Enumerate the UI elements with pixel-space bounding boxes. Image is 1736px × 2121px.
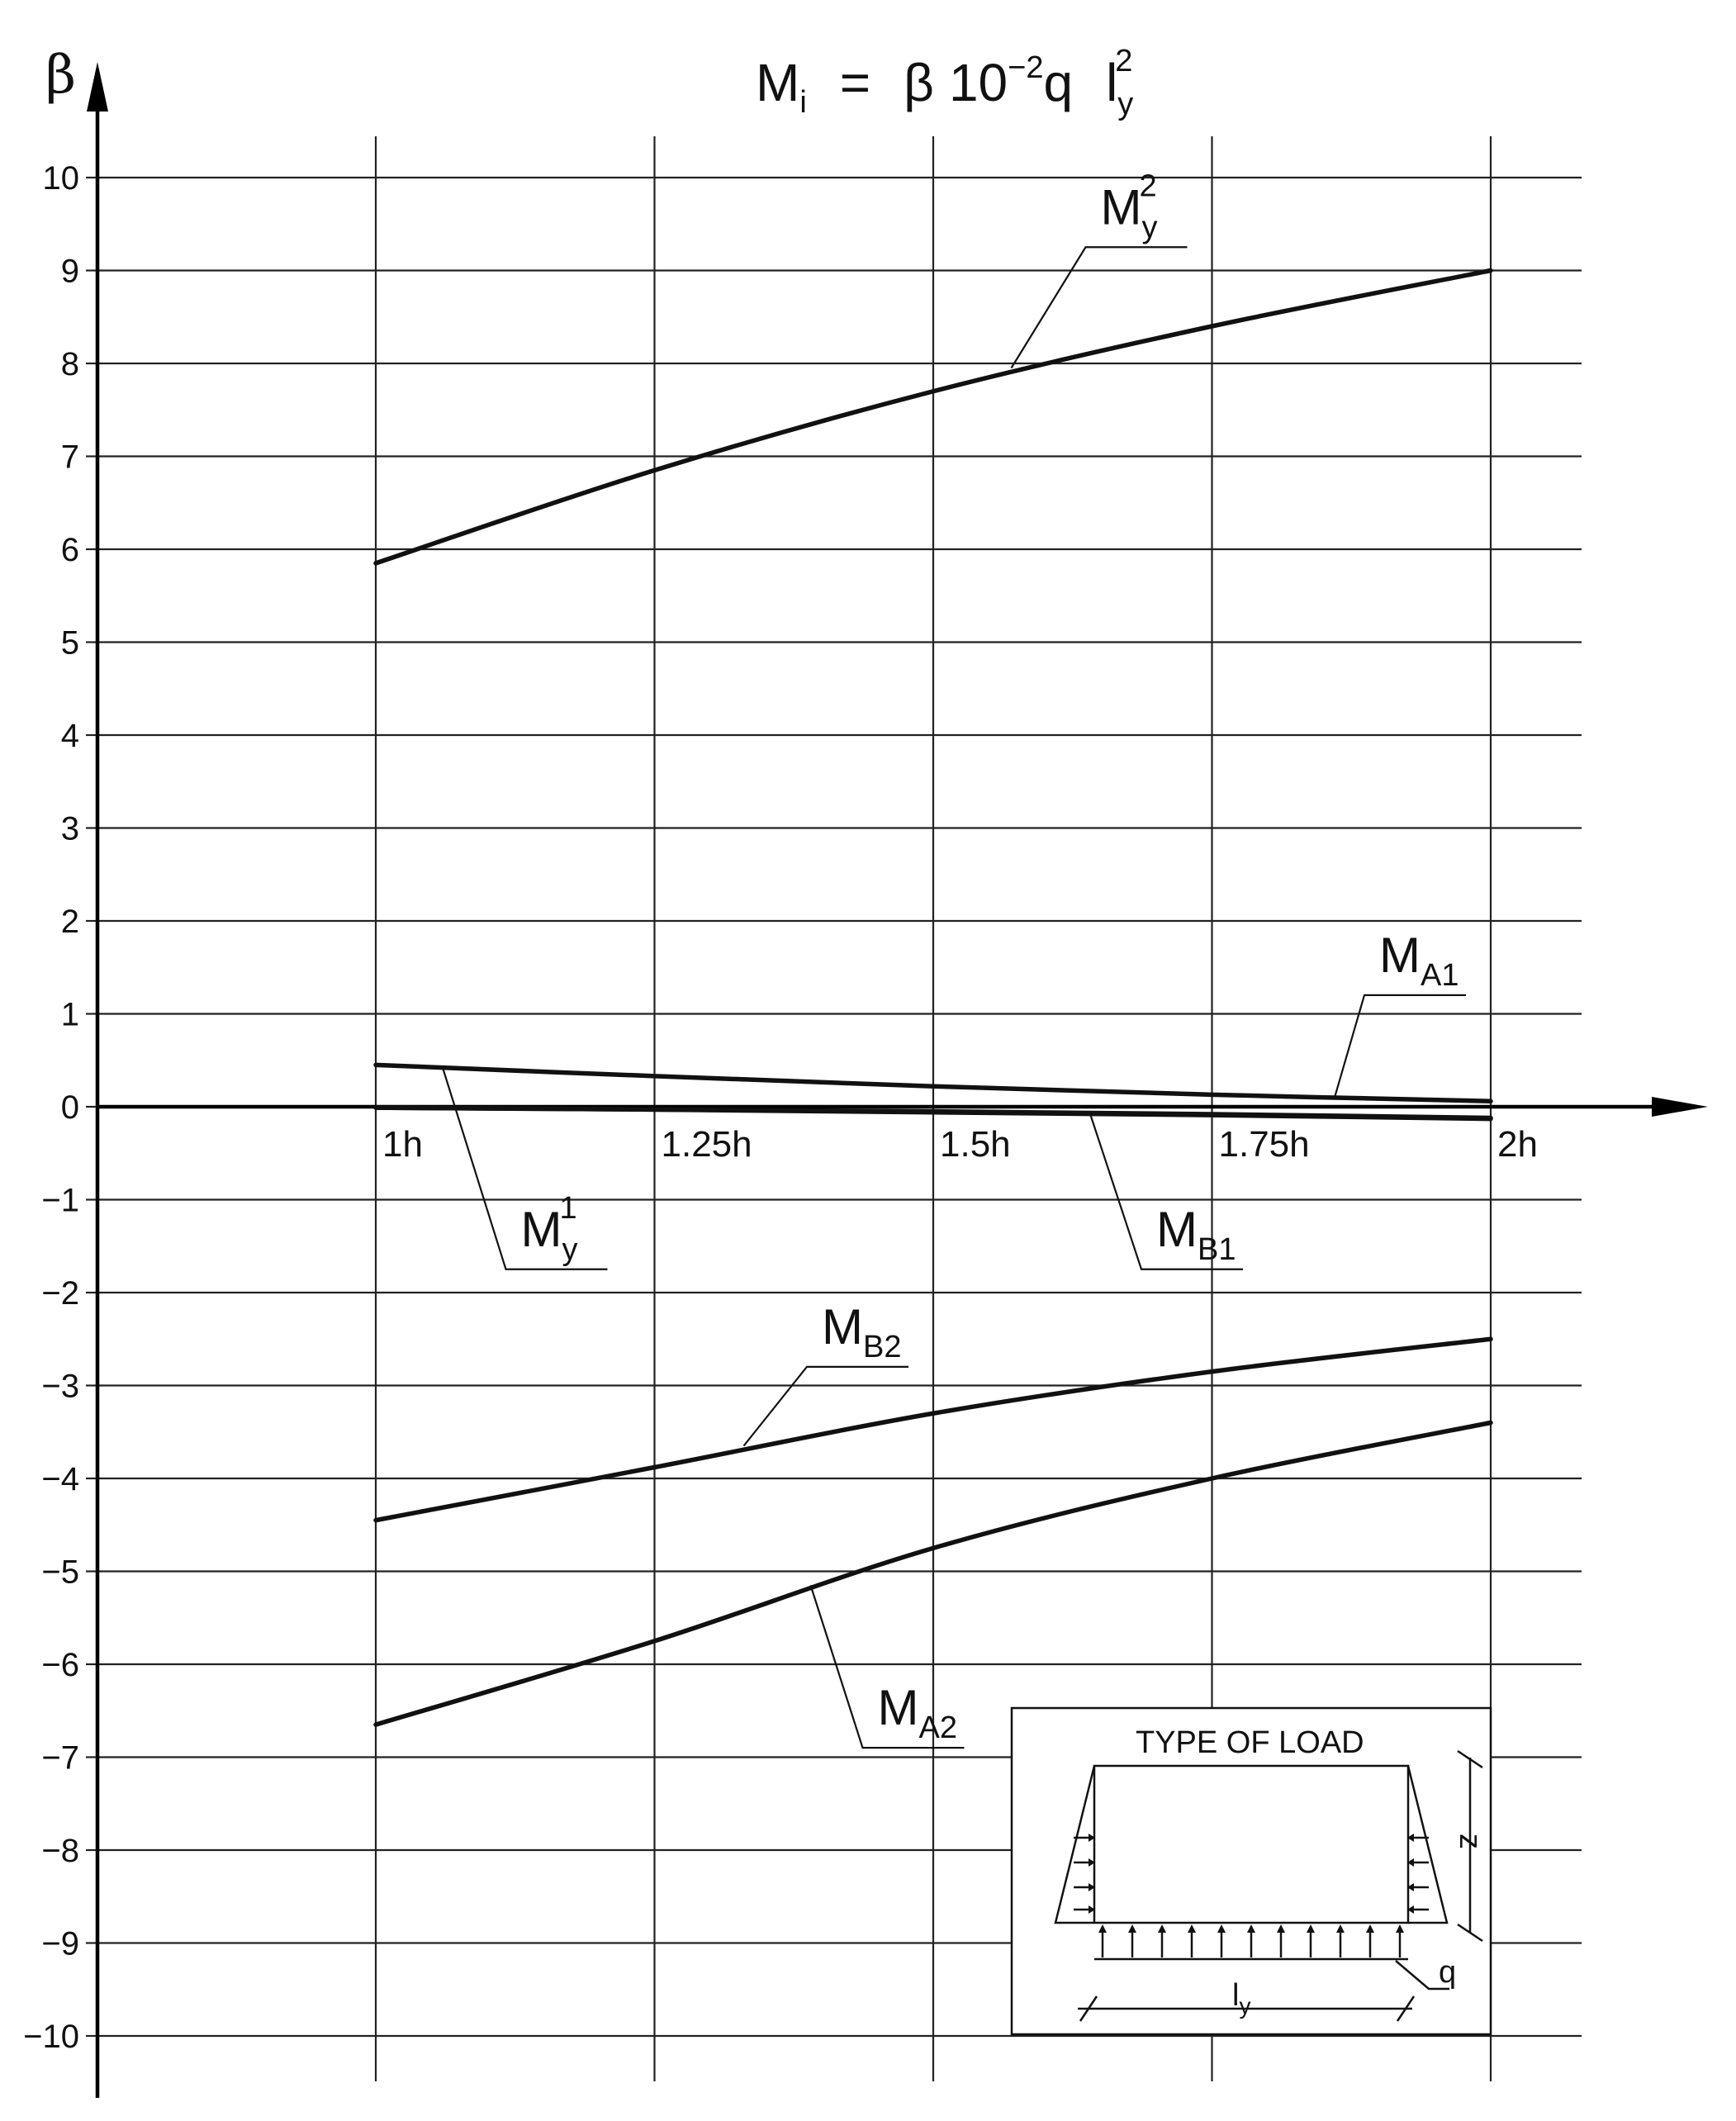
series-line-MA1 — [373, 1062, 1493, 1103]
inset-up-arrowhead-9 — [1366, 1924, 1374, 1933]
series-curves — [373, 268, 1493, 1727]
inset-right-arrowhead-0 — [1407, 1834, 1414, 1842]
y-tick-label-0: 10 — [43, 160, 80, 197]
inset-q-leader — [1395, 1960, 1449, 1991]
inset-height-tick-bottom — [1457, 1923, 1483, 1943]
title-exp: −2 — [1008, 50, 1043, 85]
inset-left-pressure — [1054, 1765, 1096, 1924]
y-tick-label-19: −9 — [41, 1926, 79, 1962]
y-tick-label-15: −5 — [41, 1554, 79, 1591]
y-tick-label-2: 8 — [61, 346, 79, 382]
inset-up-arrowhead-1 — [1128, 1924, 1136, 1933]
inset-height-label: z — [1453, 1834, 1487, 1849]
y-tick-label-12: −2 — [41, 1275, 79, 1312]
title-m: M — [756, 53, 799, 112]
grid-horizontal — [86, 176, 1582, 2038]
x-tick-label-0: 1h — [382, 1124, 423, 1165]
series-label-My2: My2 — [1101, 168, 1158, 244]
y-tick-label-3: 7 — [61, 439, 79, 476]
inset-up-arrowhead-8 — [1336, 1924, 1345, 1933]
y-tick-label-9: 1 — [61, 997, 79, 1033]
inset-right-arrowhead-1 — [1407, 1858, 1414, 1867]
leader-MB2 — [742, 1365, 908, 1447]
inset-span-label: ly — [1232, 1978, 1250, 2019]
leader-My2 — [1010, 246, 1188, 369]
inset-left-arrowhead-0 — [1089, 1834, 1095, 1842]
inset-left-arrowhead-1 — [1089, 1858, 1095, 1867]
y-axis-label: β — [45, 45, 76, 106]
chart-title: Mi = β 10−2q ly 2 — [756, 44, 1133, 121]
y-tick-label-4: 6 — [61, 532, 79, 568]
title-m-sub: i — [799, 85, 806, 120]
title-beta: β — [904, 53, 934, 112]
series-label-MA2: MA2 — [878, 1680, 957, 1745]
leader-My1 — [441, 1067, 608, 1270]
inset-up-arrowhead-4 — [1217, 1924, 1226, 1933]
inset-up-arrowhead-5 — [1247, 1924, 1255, 1933]
inset-span-tick-left — [1079, 1995, 1098, 2022]
x-tick-label-3: 1.75h — [1219, 1124, 1310, 1165]
inset-left-arrowhead-3 — [1089, 1905, 1095, 1914]
inset-up-arrowhead-2 — [1158, 1924, 1166, 1933]
leader-MB1 — [1088, 1111, 1243, 1270]
series-label-My1: My1 — [521, 1191, 578, 1267]
series-line-MB1 — [373, 1105, 1493, 1121]
inset-q-label: q — [1439, 1955, 1456, 1990]
y-tick-label-14: −4 — [41, 1461, 79, 1497]
y-tick-label-20: −10 — [23, 2019, 79, 2055]
y-tick-label-7: 3 — [61, 811, 79, 847]
leader-MA1 — [1333, 994, 1466, 1098]
y-tick-label-1: 9 — [61, 254, 79, 290]
y-tick-label-11: −1 — [41, 1183, 79, 1219]
series-labels: My2 MA1 My1 MB1 MB2 MA2 — [441, 168, 1466, 1749]
series-label-MA1: MA1 — [1379, 928, 1459, 993]
y-axis-arrow — [87, 62, 108, 112]
inset-wall — [1093, 1764, 1410, 1924]
inset-right-arrowhead-3 — [1407, 1905, 1414, 1914]
series-label-MB1: MB1 — [1156, 1202, 1236, 1267]
series-line-My2 — [373, 268, 1493, 566]
inset-load-arrows — [1074, 1834, 1429, 1957]
y-tick-label-6: 4 — [61, 718, 79, 754]
inset-right-pressure — [1406, 1765, 1449, 1924]
y-tick-label-8: 2 — [61, 904, 79, 940]
inset-up-arrowhead-0 — [1098, 1924, 1107, 1933]
inset-left-arrowhead-2 — [1089, 1883, 1095, 1891]
series-line-MB2 — [373, 1336, 1493, 1523]
inset-right-arrowhead-2 — [1407, 1883, 1414, 1891]
x-tick-label-2: 1.5h — [940, 1124, 1011, 1165]
load-type-inset: TYPE OF LOAD z ly q — [1010, 1706, 1492, 2036]
x-axis-arrow — [1652, 1097, 1708, 1117]
title-q: q — [1043, 53, 1073, 112]
y-tick-label-5: 5 — [61, 625, 79, 662]
x-tick-label-4: 2h — [1497, 1124, 1538, 1165]
y-tick-label-13: −3 — [41, 1369, 79, 1405]
x-tick-labels: 1h 1.25h 1.5h 1.75h 2h — [382, 1124, 1538, 1165]
x-tick-label-1: 1.25h — [662, 1124, 752, 1165]
inset-up-arrowhead-10 — [1396, 1924, 1404, 1933]
title-l: l — [1106, 53, 1117, 112]
y-tick-label-10: 0 — [61, 1089, 79, 1126]
leader-MA2 — [809, 1585, 965, 1749]
inset-up-arrowhead-6 — [1277, 1924, 1285, 1933]
inset-span-tick-right — [1396, 1995, 1416, 2022]
axes — [87, 62, 1708, 2098]
title-coef: 10 — [949, 53, 1008, 112]
inset-title: TYPE OF LOAD — [1136, 1725, 1364, 1760]
series-label-MB2: MB2 — [822, 1299, 901, 1364]
series-line-MA2 — [373, 1420, 1493, 1727]
y-tick-label-16: −6 — [41, 1647, 79, 1683]
title-equals: = — [840, 53, 870, 112]
inset-frame — [1010, 1706, 1492, 2036]
title-l-exp: 2 — [1115, 44, 1132, 78]
title-l-sub: y — [1117, 87, 1133, 121]
inset-up-arrowhead-3 — [1188, 1924, 1196, 1933]
inset-height-tick-top — [1457, 1749, 1483, 1769]
y-tick-label-17: −7 — [41, 1740, 79, 1777]
y-tick-label-18: −8 — [41, 1833, 79, 1869]
inset-up-arrowhead-7 — [1307, 1924, 1315, 1933]
